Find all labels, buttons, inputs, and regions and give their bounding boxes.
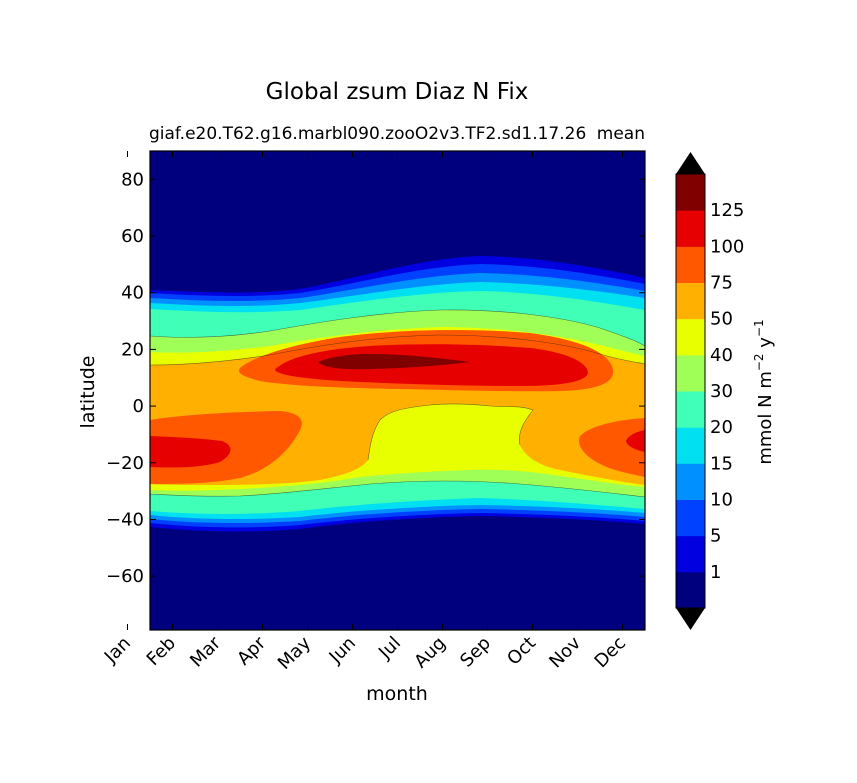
colorbar-tick-label: 50 <box>710 309 733 330</box>
x-tick-label: Sep <box>456 633 495 672</box>
x-tick-label: Dec <box>591 633 630 672</box>
colorbar-segment <box>676 535 705 573</box>
colorbar-label: mmol N m−2 y−1 <box>752 319 776 464</box>
y-tick-label: 20 <box>121 339 144 360</box>
colorbar-segment <box>676 391 705 428</box>
colorbar-frame <box>675 173 706 609</box>
colorbar-tick-label: 125 <box>710 200 744 221</box>
colorbar-segment <box>676 499 705 537</box>
x-tick-label: Jan <box>100 633 135 668</box>
colorbar-label-main: mmol N m <box>755 371 776 465</box>
colorbar-tick-label: 10 <box>710 490 733 511</box>
colorbar-segment <box>676 210 705 247</box>
chart-title: Global zsum Diaz N Fix <box>266 79 529 105</box>
y-tick-label: −40 <box>106 509 144 530</box>
colorbar-tick-label: 15 <box>710 453 733 474</box>
y-tick-label: 0 <box>133 396 144 417</box>
colorbar-segment <box>676 354 705 392</box>
y-tick-label: −60 <box>106 566 144 587</box>
colorbar-segment <box>676 246 705 283</box>
x-tick-label: Aug <box>410 633 450 673</box>
chart-subtitle-right: mean <box>597 124 645 144</box>
y-axis-label: latitude <box>77 356 99 429</box>
x-tick-label: Nov <box>545 632 585 672</box>
colorbar-tick-label: 5 <box>710 526 721 547</box>
y-tick-label: −20 <box>106 453 144 474</box>
contour-band-125-north <box>318 353 470 370</box>
colorbar-tick-label: 75 <box>710 273 733 294</box>
x-tick-label: Oct <box>503 633 540 670</box>
x-tick-label: Apr <box>233 632 270 669</box>
x-axis-label: month <box>366 683 428 705</box>
colorbar-tick-label: 40 <box>710 345 733 366</box>
x-tick-label: May <box>274 632 315 673</box>
contour-band-75-south-dec <box>579 418 645 477</box>
colorbar-label-mid: y <box>755 337 776 354</box>
colorbar-segment <box>676 174 705 211</box>
colorbar-extend-high <box>676 152 705 174</box>
y-tick-label: 60 <box>121 226 144 247</box>
y-tick-label: 80 <box>121 169 144 190</box>
colorbar-tick-label: 30 <box>710 381 733 402</box>
x-tick-label: Mar <box>186 632 225 671</box>
colorbar-tick-label: 1 <box>710 562 721 583</box>
plot-area <box>150 151 645 630</box>
colorbar-segment <box>676 318 705 356</box>
contour-band-100-south <box>150 436 231 468</box>
x-tick-label: Jun <box>325 633 360 668</box>
colorbar-segment <box>676 427 705 464</box>
colorbar-extend-low <box>676 608 705 630</box>
y-axis: 80 60 40 20 0 −20 −40 −60 <box>106 169 645 587</box>
x-tick-label: Feb <box>143 633 180 670</box>
colorbar-tick-label: 100 <box>710 236 744 257</box>
colorbar-label-exp2: −1 <box>752 319 766 337</box>
colorbar-segment <box>676 571 705 609</box>
colorbar-label-exp1: −2 <box>752 353 766 371</box>
chart-subtitle-left: giaf.e20.T62.g16.marbl090.zooO2v3.TF2.sd… <box>149 124 586 144</box>
contour-band-100-south-dec <box>626 430 645 452</box>
colorbar-segment <box>676 463 705 500</box>
colorbar-segment <box>676 282 705 320</box>
colorbar-tick-label: 20 <box>710 417 733 438</box>
x-tick-label: Jul <box>374 633 405 664</box>
y-tick-label: 40 <box>121 283 144 304</box>
